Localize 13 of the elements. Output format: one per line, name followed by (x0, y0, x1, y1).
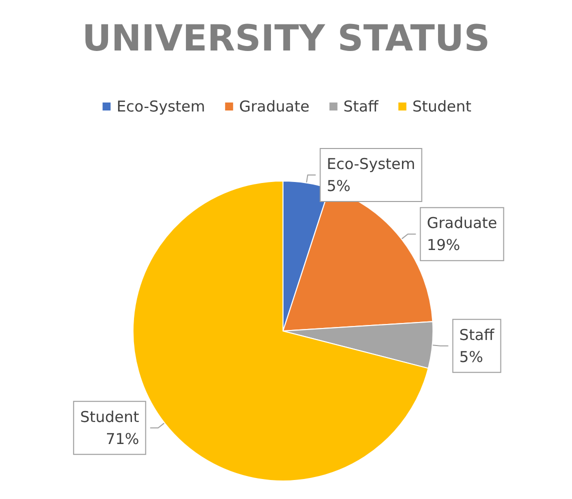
legend-label: Eco-System (116, 98, 206, 116)
chart-title: UNIVERSITY STATUS (82, 18, 490, 60)
data-label: 19% (426, 236, 460, 254)
slice-label: Eco-System (326, 154, 416, 173)
slice-label: Staff (459, 326, 495, 344)
slice-label: Graduate (426, 214, 498, 232)
legend-label: Staff (343, 98, 380, 116)
legend-label: Graduate (239, 98, 310, 116)
data-label: 5% (459, 348, 484, 366)
slice-label: Student (80, 408, 140, 426)
data-label: 71% (106, 430, 140, 448)
data-label: 5% (326, 176, 351, 195)
legend-label: Student (412, 98, 472, 116)
